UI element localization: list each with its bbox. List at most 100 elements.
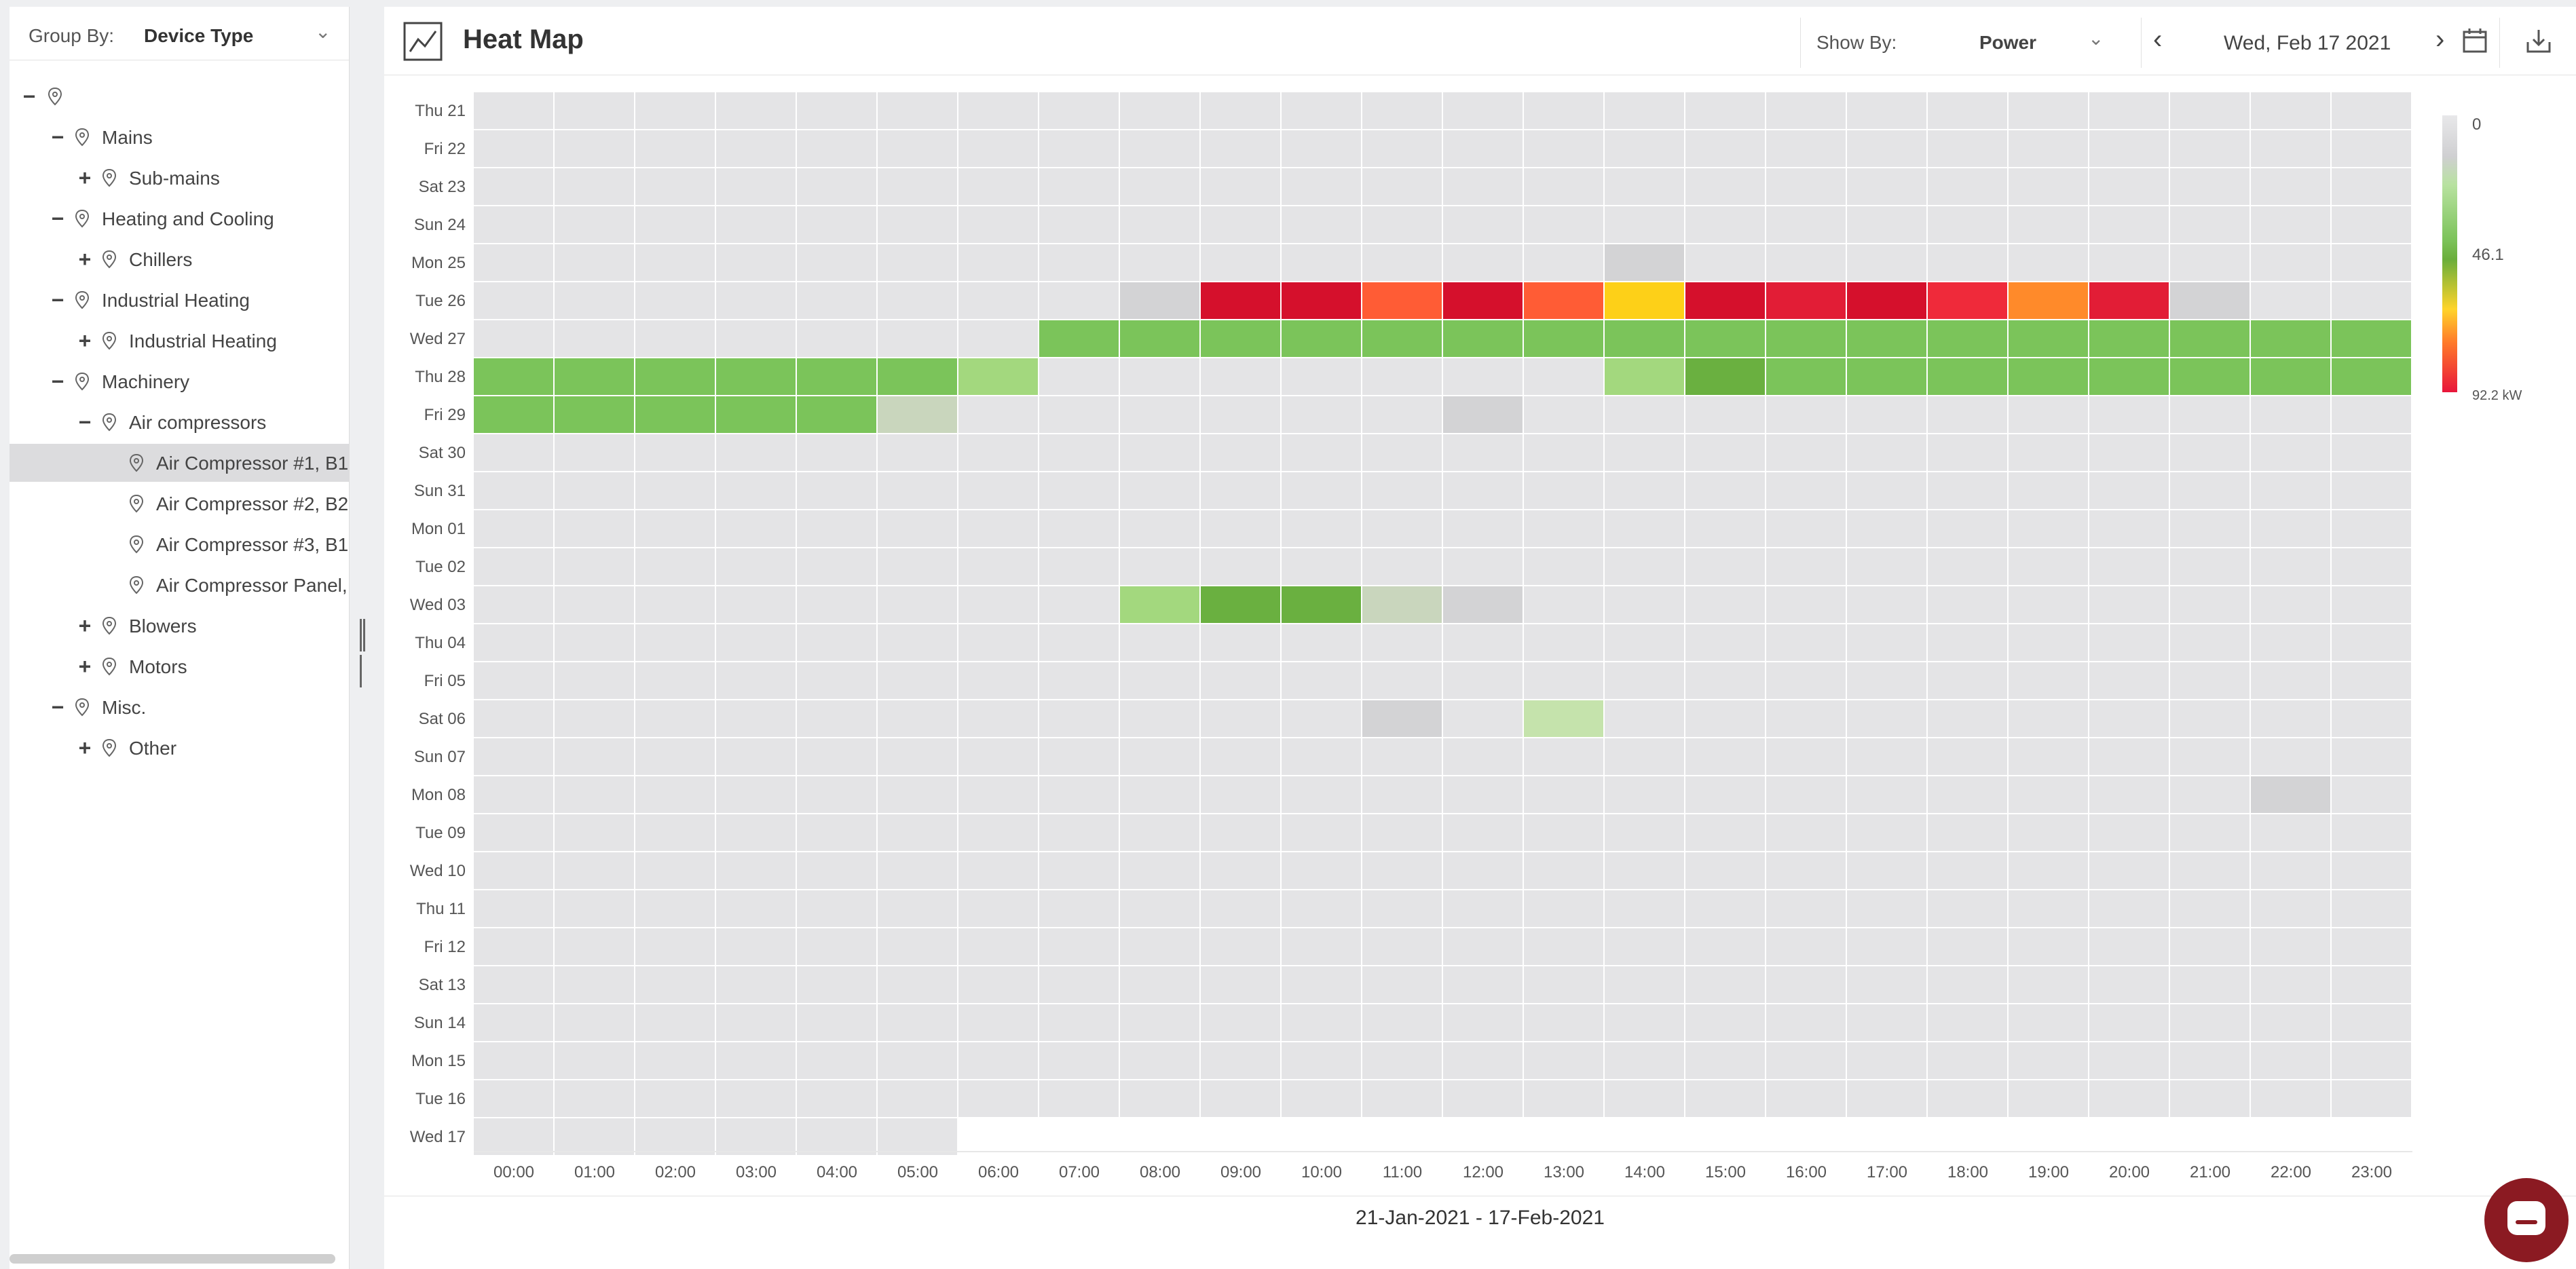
heat-map-cell[interactable] — [2170, 282, 2250, 319]
heat-map-cell[interactable] — [1524, 928, 1603, 965]
heat-map-cell[interactable] — [1282, 624, 1361, 661]
heat-map-cell[interactable] — [1362, 434, 1442, 471]
heat-map-cell[interactable] — [2332, 890, 2411, 927]
heat-map-cell[interactable] — [1282, 130, 1361, 167]
heat-map-cell[interactable] — [2089, 890, 2169, 927]
heat-map-cell[interactable] — [1524, 244, 1603, 281]
heat-map-cell[interactable] — [2009, 168, 2088, 205]
heat-map-cell[interactable] — [716, 738, 796, 775]
heat-map-cell[interactable] — [474, 814, 553, 851]
heat-map-cell[interactable] — [2251, 358, 2330, 395]
heat-map-cell[interactable] — [2170, 1004, 2250, 1041]
heat-map-cell[interactable] — [1039, 244, 1119, 281]
heat-map-cell[interactable] — [1766, 510, 1846, 547]
heat-map-cell[interactable] — [1847, 890, 1926, 927]
heat-map-cell[interactable] — [1605, 624, 1684, 661]
heat-map-cell[interactable] — [635, 1042, 715, 1079]
heat-map-cell[interactable] — [2170, 472, 2250, 509]
heat-map-cell[interactable] — [878, 852, 957, 889]
tree-item[interactable]: Air Compressor Panel, B — [10, 566, 349, 604]
tree-item[interactable]: Air Compressor #3, B19 — [10, 525, 349, 563]
heat-map-cell[interactable] — [1120, 776, 1199, 813]
heat-map-cell[interactable] — [474, 130, 553, 167]
group-by-select[interactable]: Group By: Device Type ⌄ — [10, 7, 349, 60]
heat-map-cell[interactable] — [1282, 700, 1361, 737]
heat-map-cell[interactable] — [2009, 320, 2088, 357]
heat-map-cell[interactable] — [1685, 396, 1765, 433]
heat-map-cell[interactable] — [474, 738, 553, 775]
heat-map-cell[interactable] — [1847, 700, 1926, 737]
heat-map-cell[interactable] — [797, 1004, 876, 1041]
heat-map-cell[interactable] — [2251, 814, 2330, 851]
heat-map-cell[interactable] — [2089, 1004, 2169, 1041]
heat-map-cell[interactable] — [1766, 852, 1846, 889]
heat-map-cell[interactable] — [1605, 738, 1684, 775]
heat-map-cell[interactable] — [1766, 548, 1846, 585]
heat-map-cell[interactable] — [1766, 624, 1846, 661]
heat-map-cell[interactable] — [1039, 890, 1119, 927]
heat-map-cell[interactable] — [1685, 206, 1765, 243]
heat-map-cell[interactable] — [797, 92, 876, 129]
tree-item[interactable]: + Industrial Heating — [10, 322, 349, 360]
heat-map-cell[interactable] — [635, 244, 715, 281]
heat-map-cell[interactable] — [1039, 396, 1119, 433]
heat-map-cell[interactable] — [555, 1080, 634, 1117]
heat-map-cell[interactable] — [474, 282, 553, 319]
heat-map-cell[interactable] — [474, 1118, 553, 1155]
heat-map-cell[interactable] — [878, 662, 957, 699]
heat-map-cell[interactable] — [2089, 358, 2169, 395]
heat-map-cell[interactable] — [1039, 776, 1119, 813]
heat-map-cell[interactable] — [958, 396, 1038, 433]
heat-map-cell[interactable] — [716, 434, 796, 471]
heat-map-cell[interactable] — [1443, 358, 1523, 395]
heat-map-cell[interactable] — [1362, 586, 1442, 623]
heat-map-cell[interactable] — [635, 1080, 715, 1117]
heat-map-cell[interactable] — [2009, 244, 2088, 281]
heat-map-cell[interactable] — [555, 890, 634, 927]
heat-map-cell[interactable] — [1524, 966, 1603, 1003]
heat-map-cell[interactable] — [2170, 700, 2250, 737]
expand-icon[interactable]: + — [78, 328, 92, 353]
heat-map-cell[interactable] — [635, 852, 715, 889]
heat-map-cell[interactable] — [1524, 130, 1603, 167]
heat-map-cell[interactable] — [878, 624, 957, 661]
heat-map-cell[interactable] — [716, 206, 796, 243]
heat-map-cell[interactable] — [1685, 1080, 1765, 1117]
heat-map-cell[interactable] — [2170, 548, 2250, 585]
heat-map-cell[interactable] — [878, 548, 957, 585]
heat-map-cell[interactable] — [1443, 928, 1523, 965]
heat-map-cell[interactable] — [1605, 396, 1684, 433]
heat-map-cell[interactable] — [2089, 776, 2169, 813]
heat-map-cell[interactable] — [474, 624, 553, 661]
heat-map-cell[interactable] — [958, 244, 1038, 281]
heat-map-cell[interactable] — [555, 320, 634, 357]
heat-map-cell[interactable] — [2170, 738, 2250, 775]
heat-map-cell[interactable] — [1766, 814, 1846, 851]
heat-map-cell[interactable] — [878, 244, 957, 281]
heat-map-cell[interactable] — [1766, 358, 1846, 395]
tree-item[interactable]: Air Compressor #1, B12 — [10, 444, 349, 482]
expand-icon[interactable]: + — [78, 654, 92, 679]
heat-map-cell[interactable] — [1605, 852, 1684, 889]
heat-map-cell[interactable] — [958, 586, 1038, 623]
heat-map-cell[interactable] — [555, 700, 634, 737]
heat-map-cell[interactable] — [1201, 472, 1280, 509]
heat-map-cell[interactable] — [1928, 890, 2007, 927]
heat-map-cell[interactable] — [1847, 586, 1926, 623]
heat-map-cell[interactable] — [2089, 738, 2169, 775]
heat-map-cell[interactable] — [1605, 1004, 1684, 1041]
heat-map-cell[interactable] — [474, 320, 553, 357]
heat-map-cell[interactable] — [2089, 206, 2169, 243]
heat-map-cell[interactable] — [555, 814, 634, 851]
heat-map-cell[interactable] — [1443, 244, 1523, 281]
heat-map-cell[interactable] — [2009, 700, 2088, 737]
heat-map-cell[interactable] — [878, 510, 957, 547]
heat-map-cell[interactable] — [1847, 206, 1926, 243]
heat-map-cell[interactable] — [1201, 814, 1280, 851]
tree-item[interactable]: + Motors — [10, 647, 349, 685]
heat-map-cell[interactable] — [1524, 510, 1603, 547]
heat-map-cell[interactable] — [1928, 852, 2007, 889]
heat-map-cell[interactable] — [1847, 282, 1926, 319]
heat-map-cell[interactable] — [1847, 624, 1926, 661]
heat-map-cell[interactable] — [555, 738, 634, 775]
